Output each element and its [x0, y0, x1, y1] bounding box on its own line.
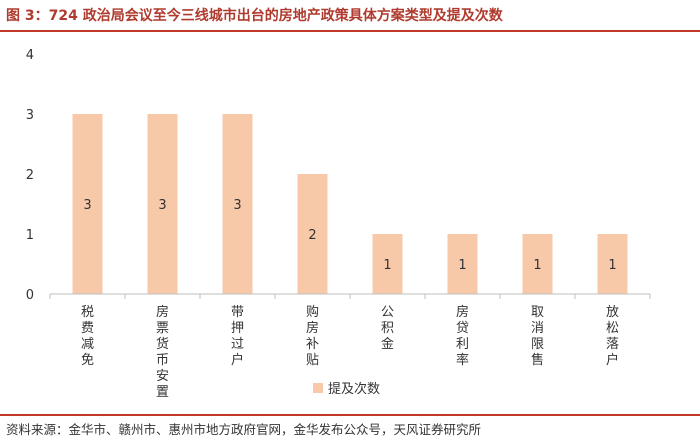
bar-chart: 0 1 2 3 4 3 3 3 2 1 1 1 1 税费减免 房票货币安置 带押过户 购房补贴 公积金 房贷利率 取消… — [26, 48, 651, 400]
bar — [522, 234, 553, 294]
bar — [147, 114, 178, 294]
bar — [72, 114, 103, 294]
y-tick-label: 0 — [26, 288, 34, 303]
y-tick-label: 1 — [26, 228, 34, 243]
data-label: 1 — [608, 258, 616, 273]
title-bar: 图 3：724 政治局会议至今三线城市出台的房地产政策具体方案类型及提及次数 — [0, 0, 700, 32]
x-tick-label: 放松落户 — [606, 305, 619, 368]
legend-swatch — [313, 383, 323, 393]
x-tick-label: 房贷利率 — [456, 304, 469, 368]
y-tick-label: 4 — [26, 48, 34, 63]
bar — [372, 234, 403, 294]
data-label: 1 — [458, 258, 466, 273]
source-note: 资料来源：金华市、赣州市、惠州市地方政府官网，金华发布公众号，天风证券研究所 — [6, 422, 482, 437]
x-tick-label: 取消限售 — [531, 305, 544, 368]
bar — [297, 174, 328, 294]
data-label: 1 — [383, 258, 391, 273]
x-tick-label: 购房补贴 — [306, 304, 319, 368]
data-label: 1 — [533, 258, 541, 273]
x-tick-label: 税费减免 — [81, 305, 94, 368]
data-label: 3 — [233, 198, 241, 213]
bar — [447, 234, 478, 294]
data-label: 3 — [83, 198, 91, 213]
footer-divider — [0, 414, 700, 416]
x-tick-label: 房票货币安置 — [156, 304, 169, 400]
y-tick-label: 2 — [26, 168, 34, 183]
bar — [222, 114, 253, 294]
data-label: 3 — [158, 198, 166, 213]
x-tick-label: 公积金 — [381, 305, 394, 352]
y-tick-label: 3 — [26, 108, 34, 123]
figure-title: 图 3：724 政治局会议至今三线城市出台的房地产政策具体方案类型及提及次数 — [6, 8, 503, 24]
x-tick-label: 带押过户 — [231, 305, 244, 368]
data-label: 2 — [308, 228, 316, 243]
bar — [597, 234, 628, 294]
legend-label: 提及次数 — [328, 381, 380, 397]
